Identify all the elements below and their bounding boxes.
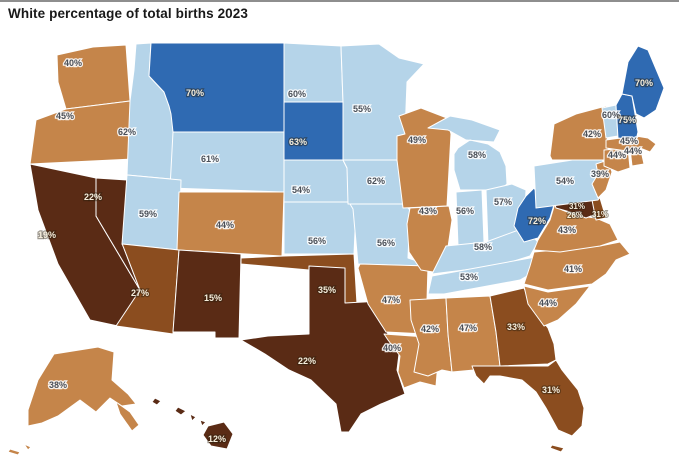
state-FL — [471, 359, 585, 453]
state-NC — [523, 241, 631, 291]
state-DC — [575, 211, 582, 218]
state-DE — [591, 197, 607, 221]
state-NM — [172, 249, 242, 339]
state-OR — [29, 100, 134, 165]
state-HI — [151, 397, 234, 450]
state-CO — [176, 191, 285, 257]
state-MA — [605, 135, 657, 153]
state-ND — [283, 42, 344, 103]
state-IN — [455, 189, 485, 251]
state-ME — [621, 45, 665, 119]
state-WY — [169, 131, 285, 193]
state-SD — [283, 101, 348, 161]
state-KY — [431, 227, 539, 275]
state-AK — [7, 346, 140, 456]
state-WA — [56, 44, 131, 110]
state-UT — [121, 174, 182, 251]
state-MI — [427, 115, 508, 191]
state-SC — [523, 285, 591, 327]
chart-title: White percentage of total births 2023 — [8, 6, 248, 21]
state-NE — [283, 159, 351, 203]
state-MS — [409, 297, 453, 377]
state-KS — [283, 201, 357, 255]
